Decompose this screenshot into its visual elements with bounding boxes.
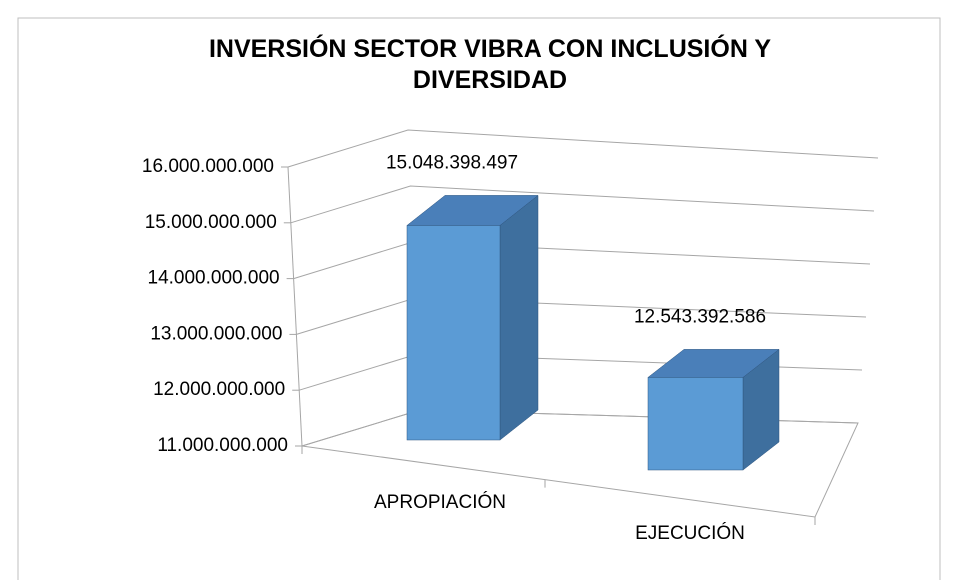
bar [647, 377, 744, 471]
value-label: 12.543.392.586 [634, 306, 766, 327]
bar-side [499, 194, 539, 441]
y-tick-label: 15.000.000.000 [145, 212, 277, 233]
y-tick-label: 14.000.000.000 [148, 268, 280, 289]
x-tick-label: APROPIACIÓN [374, 491, 506, 513]
y-axis [287, 166, 303, 447]
grid-line [290, 185, 875, 224]
y-tick-label: 16.000.000.000 [142, 156, 274, 177]
y-tick-label: 13.000.000.000 [150, 323, 282, 344]
x-tick-label: EJECUCIÓN [635, 522, 745, 544]
bar [406, 225, 501, 441]
chart-title: INVERSIÓN SECTOR VIBRA CON INCLUSIÓN Y D… [208, 35, 772, 94]
grid-line [287, 129, 879, 168]
y-tick-label: 12.000.000.000 [153, 379, 285, 400]
value-label: 15.048.398.497 [386, 152, 518, 173]
y-tick-label: 11.000.000.000 [157, 435, 288, 456]
